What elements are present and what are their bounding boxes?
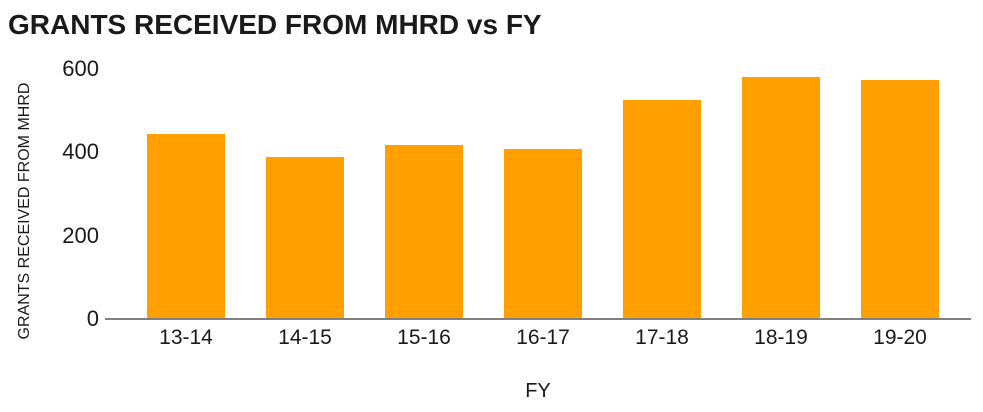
y-tick-label: 200 bbox=[62, 222, 99, 248]
chart-title: GRANTS RECEIVED FROM MHRD vs FY bbox=[8, 9, 542, 40]
x-tick-label: 19-20 bbox=[873, 326, 927, 349]
x-tick-label: 13-14 bbox=[159, 326, 213, 349]
y-tick-label: 400 bbox=[62, 139, 99, 165]
x-tick-label: 14-15 bbox=[278, 326, 332, 349]
bar bbox=[504, 149, 582, 319]
x-axis-line bbox=[105, 318, 971, 320]
x-tick-label: 15-16 bbox=[397, 326, 451, 349]
bar bbox=[742, 77, 820, 319]
x-axis-label: FY bbox=[525, 380, 551, 402]
x-tick-label: 16-17 bbox=[516, 326, 570, 349]
bar bbox=[147, 133, 225, 319]
y-axis-label: GRANTS RECEIVED FROM MHRD bbox=[16, 82, 33, 340]
y-tick-label: 600 bbox=[62, 56, 99, 82]
bar bbox=[623, 100, 701, 319]
y-tick-label: 0 bbox=[86, 306, 99, 331]
bar bbox=[861, 79, 939, 319]
x-tick-label: 17-18 bbox=[635, 326, 689, 349]
bar bbox=[266, 156, 344, 319]
bar bbox=[385, 144, 463, 319]
x-tick-label: 18-19 bbox=[754, 326, 808, 349]
